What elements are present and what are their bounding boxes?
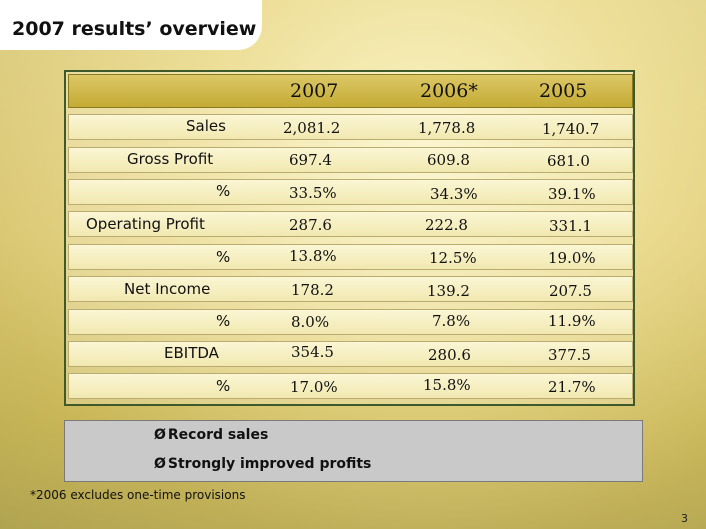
table-header-band <box>68 74 633 108</box>
cell: 2,081.2 <box>283 119 341 137</box>
cell: 178.2 <box>291 281 334 299</box>
row-label-gross-profit: Gross Profit <box>127 150 214 168</box>
cell: 1,778.8 <box>418 119 476 137</box>
table-row <box>68 341 633 367</box>
cell: 681.0 <box>547 152 590 170</box>
table-row <box>68 244 633 270</box>
arrow-bullet-icon: Ø <box>154 456 166 472</box>
arrow-bullet-icon: Ø <box>154 427 166 443</box>
cell: 207.5 <box>549 282 592 300</box>
footnote: *2006 excludes one-time provisions <box>30 488 246 502</box>
cell: 377.5 <box>548 346 591 364</box>
row-label-percent: % <box>216 312 231 330</box>
cell: 39.1% <box>548 185 596 203</box>
header-2005: 2005 <box>539 80 588 102</box>
row-label-sales: Sales <box>186 117 226 135</box>
cell: 34.3% <box>430 185 478 203</box>
cell: 139.2 <box>427 282 470 300</box>
cell: 15.8% <box>423 376 471 394</box>
cell: 21.7% <box>548 378 596 396</box>
table-row <box>68 179 633 205</box>
cell: 331.1 <box>549 217 592 235</box>
highlight-record-sales: Ø Record sales <box>154 427 269 443</box>
row-label-operating-profit: Operating Profit <box>86 215 205 233</box>
cell: 13.8% <box>289 247 337 265</box>
cell: 609.8 <box>427 151 470 169</box>
cell: 11.9% <box>548 312 596 330</box>
cell: 287.6 <box>289 216 332 234</box>
row-label-ebitda: EBITDA <box>164 344 219 362</box>
table-row <box>68 147 633 173</box>
row-label-percent: % <box>216 377 231 395</box>
cell: 12.5% <box>429 249 477 267</box>
page-title: 2007 results’ overview <box>12 18 257 40</box>
header-2006: 2006* <box>420 80 478 102</box>
header-2007: 2007 <box>290 80 339 102</box>
highlight-improved-profits: Ø Strongly improved profits <box>154 456 372 472</box>
row-label-net-income: Net Income <box>124 280 211 298</box>
cell: 280.6 <box>428 346 471 364</box>
highlights-box <box>64 420 643 482</box>
table-row <box>68 276 633 302</box>
cell: 697.4 <box>289 151 332 169</box>
cell: 7.8% <box>432 312 471 330</box>
table-row <box>68 211 633 237</box>
cell: 1,740.7 <box>542 120 600 138</box>
cell: 222.8 <box>425 216 468 234</box>
cell: 354.5 <box>291 343 334 361</box>
table-row <box>68 309 633 335</box>
table-row <box>68 373 633 399</box>
cell: 17.0% <box>290 378 338 396</box>
table-row <box>68 114 633 140</box>
row-label-percent: % <box>216 248 231 266</box>
cell: 19.0% <box>548 249 596 267</box>
title-bar <box>0 0 262 50</box>
cell: 33.5% <box>289 184 337 202</box>
row-label-percent: % <box>216 182 231 200</box>
cell: 8.0% <box>291 313 330 331</box>
page-number: 3 <box>681 512 688 525</box>
